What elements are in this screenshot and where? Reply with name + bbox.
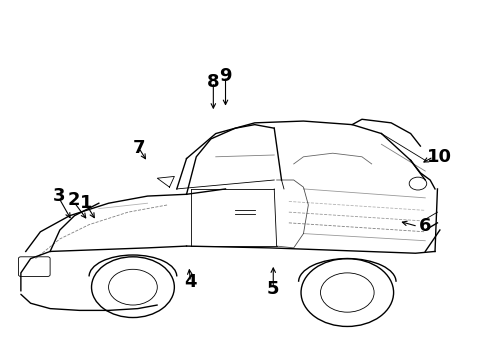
Text: 6: 6 (419, 217, 432, 235)
Text: 8: 8 (207, 73, 220, 91)
Text: 1: 1 (80, 194, 93, 212)
Text: 4: 4 (184, 273, 196, 291)
Text: 2: 2 (67, 191, 80, 209)
Text: 10: 10 (427, 148, 452, 166)
Text: 5: 5 (267, 280, 279, 298)
Text: 7: 7 (132, 139, 145, 157)
Text: 3: 3 (52, 187, 65, 205)
Text: 9: 9 (219, 67, 232, 85)
